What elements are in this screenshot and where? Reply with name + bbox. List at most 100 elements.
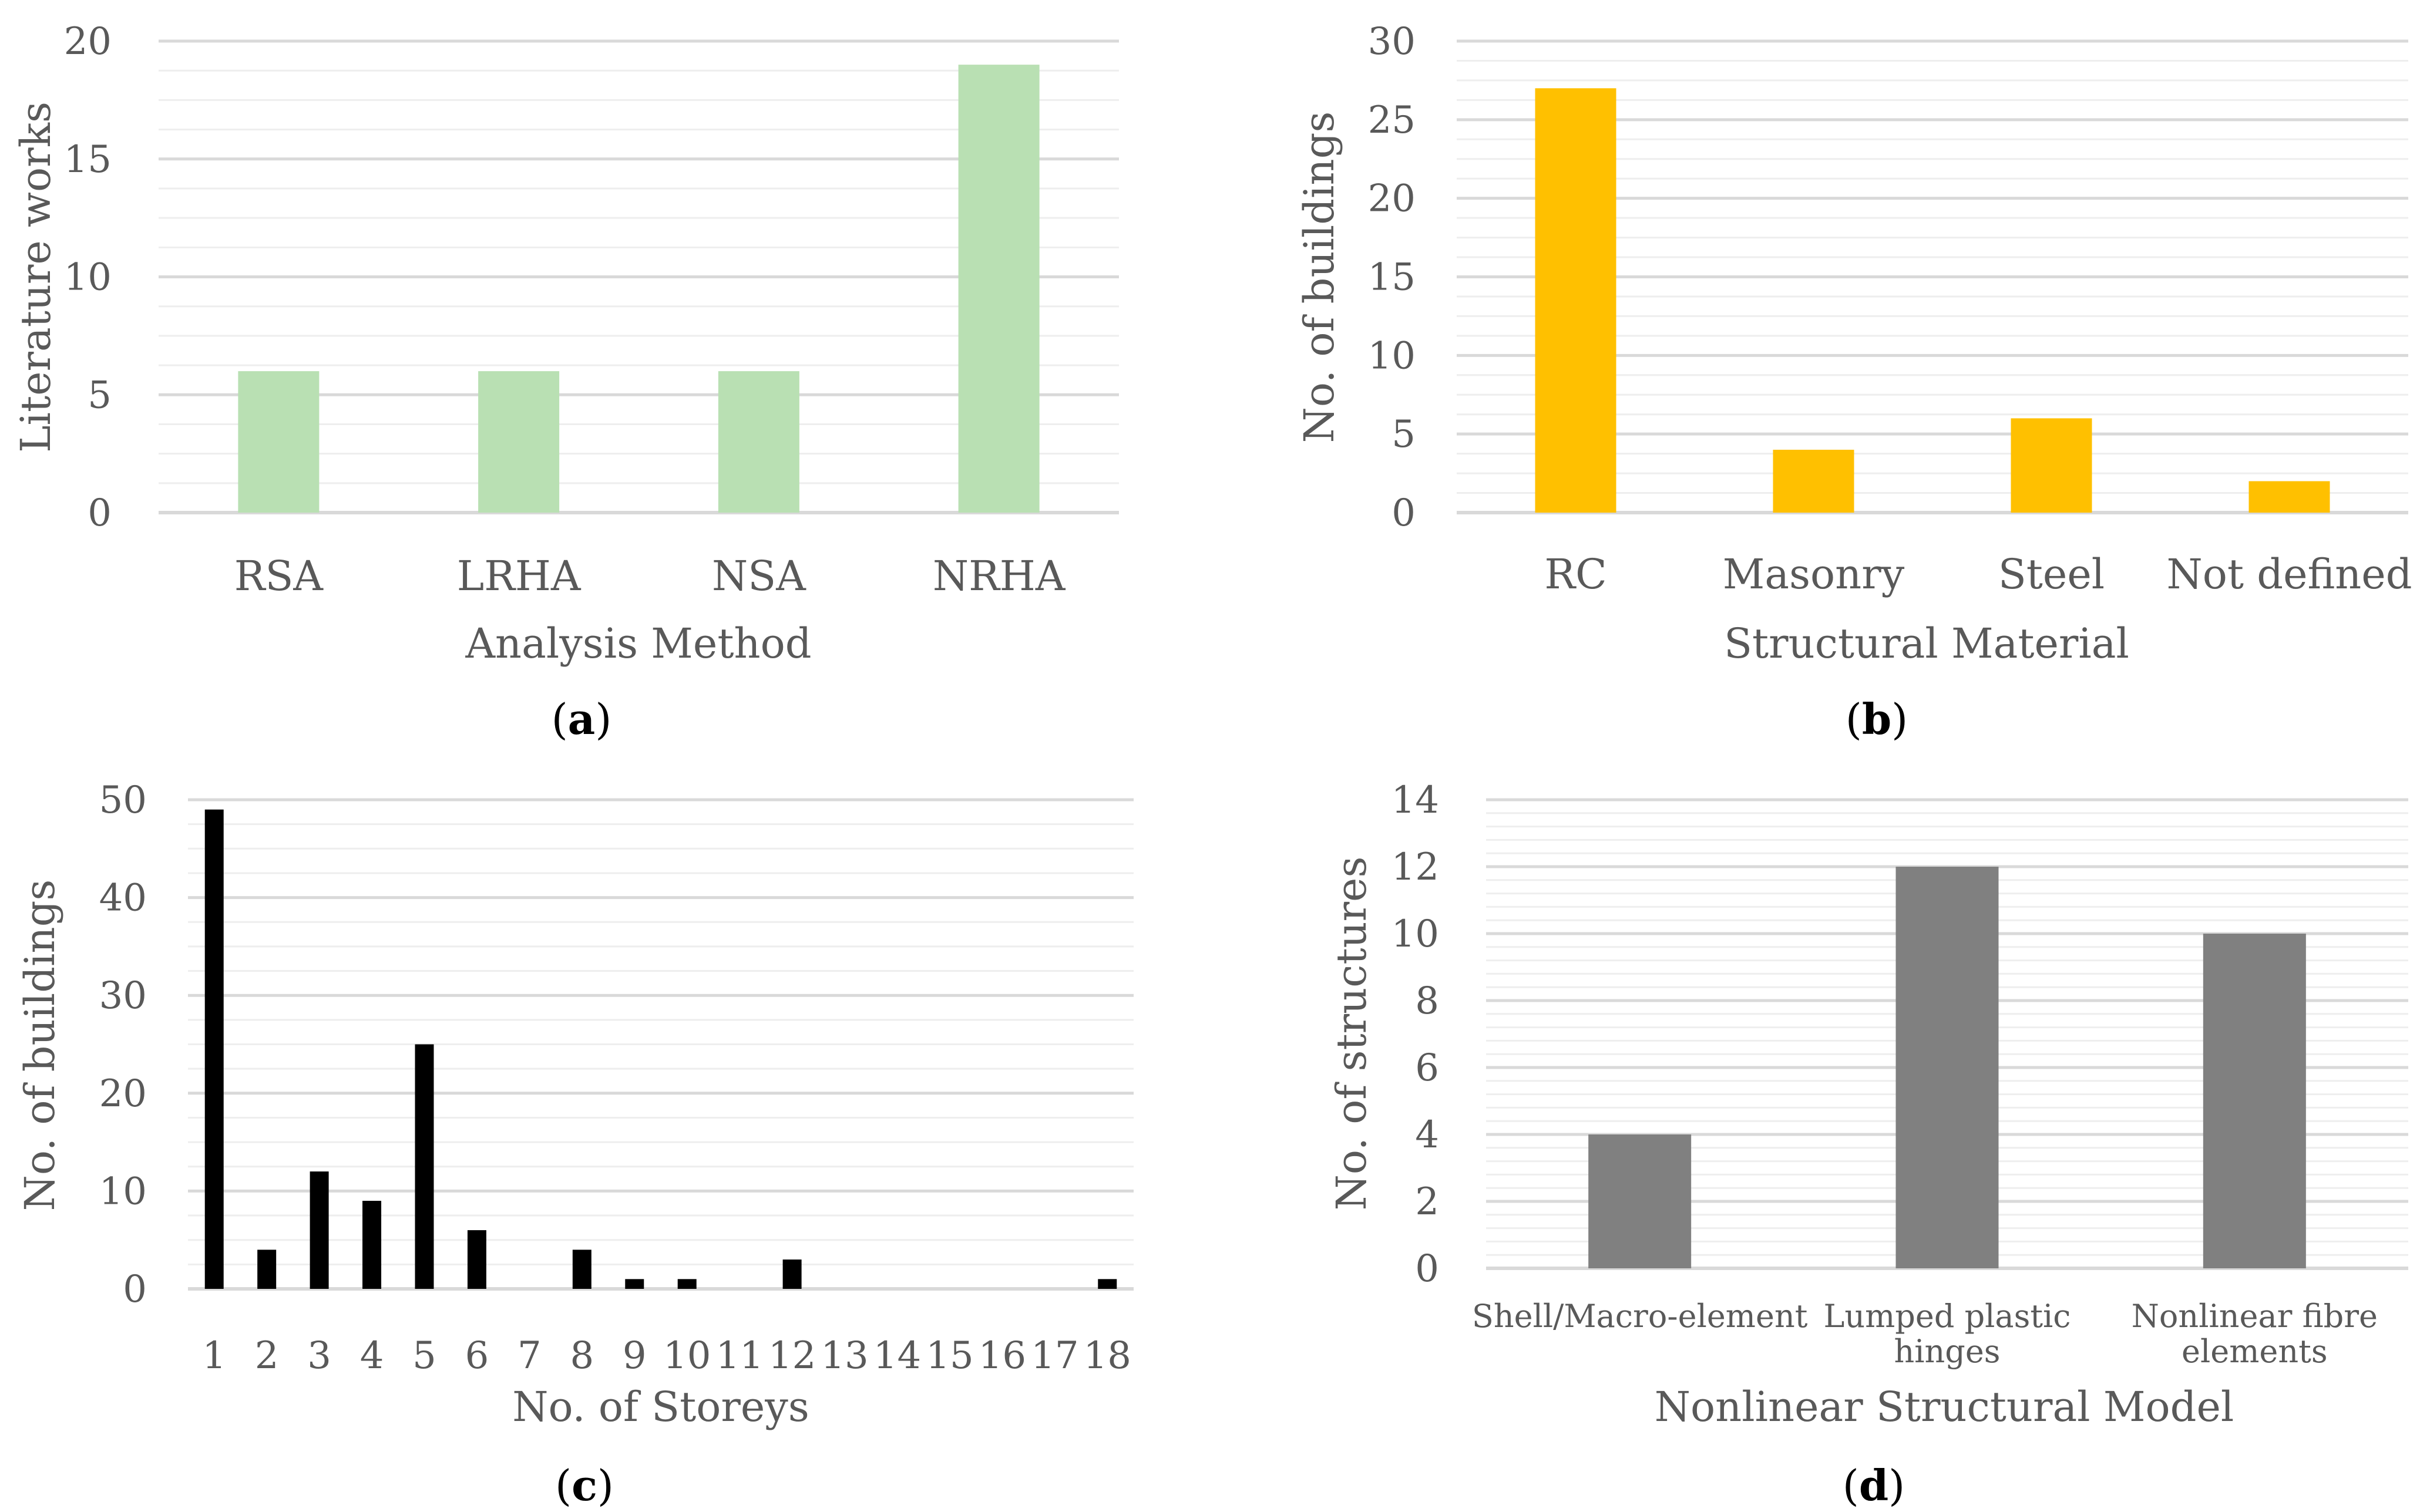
panel-label: (c): [555, 1460, 614, 1510]
y-axis-title: No. of structures: [1327, 857, 1376, 1211]
y-axis-title: No. of buildings: [16, 880, 64, 1211]
x-tick-label: Lumped plastic: [1823, 1298, 2071, 1335]
bar: [310, 1171, 329, 1289]
bar: [572, 1250, 591, 1289]
x-tick-label: RSA: [234, 552, 324, 600]
x-tick-label: 14: [873, 1334, 921, 1378]
y-axis-title: No. of buildings: [1295, 112, 1343, 443]
x-tick-label: Shell/Macro-element: [1472, 1298, 1808, 1335]
x-tick-label: RC: [1544, 550, 1606, 598]
y-tick-label: 4: [1415, 1113, 1439, 1157]
panel-label: (a): [552, 694, 612, 744]
bar: [2203, 934, 2306, 1268]
x-tick-label: 1: [202, 1334, 226, 1378]
x-tick-label: NRHA: [933, 552, 1066, 600]
y-tick-label: 10: [64, 256, 112, 299]
y-tick-label: 10: [99, 1170, 147, 1213]
y-tick-label: 25: [1368, 99, 1416, 142]
x-tick-label: 4: [360, 1334, 384, 1378]
y-tick-label: 10: [1368, 334, 1416, 378]
panel-label: (d): [1843, 1460, 1905, 1510]
bar: [1535, 88, 1616, 513]
y-tick-label: 0: [1415, 1247, 1439, 1291]
y-tick-label: 15: [1368, 256, 1416, 299]
y-tick-label: 8: [1415, 979, 1439, 1023]
x-tick-label: 9: [623, 1334, 647, 1378]
bar: [1773, 449, 1854, 513]
y-axis-title: Literature works: [12, 102, 60, 453]
panel-label: (b): [1846, 694, 1908, 744]
bar: [467, 1230, 486, 1289]
bar: [677, 1279, 697, 1289]
bar: [2248, 481, 2330, 513]
y-tick-label: 20: [1368, 177, 1416, 221]
x-tick-label: hinges: [1894, 1333, 2000, 1370]
y-tick-label: 20: [99, 1072, 147, 1116]
x-tick-label: 2: [255, 1334, 279, 1378]
y-tick-label: 15: [64, 138, 112, 181]
bar: [204, 809, 224, 1289]
x-tick-label: 18: [1084, 1334, 1131, 1378]
panel-d-chart: 0 2 4 6 8 10 12 14 Shell/Macro-element Lumped pla…: [1327, 779, 2408, 1510]
x-tick-label: 5: [412, 1334, 436, 1378]
panel-letter: d: [1859, 1460, 1888, 1510]
y-tick-label: 12: [1392, 846, 1439, 889]
x-tick-label: 15: [926, 1334, 973, 1378]
bar: [718, 371, 799, 513]
y-tick-label: 6: [1415, 1046, 1439, 1090]
panel-b-chart: 0 5 10 15 20 25 30 RC Masonry Steel Not defined Str…: [1295, 20, 2412, 744]
panel-letter: b: [1862, 694, 1891, 744]
y-tick-label: 0: [88, 491, 112, 535]
bar: [958, 65, 1040, 513]
x-tick-label: Nonlinear fibre: [2132, 1298, 2378, 1335]
bar: [257, 1250, 277, 1289]
y-tick-label: 30: [1368, 20, 1416, 63]
x-tick-label: Not defined: [2166, 550, 2412, 598]
bar: [1588, 1134, 1692, 1268]
bar: [625, 1279, 644, 1289]
x-tick-label: Steel: [1998, 550, 2105, 598]
panel-letter: a: [568, 694, 596, 744]
x-tick-label: 17: [1031, 1334, 1078, 1378]
x-tick-label: elements: [2182, 1333, 2328, 1370]
x-tick-label: 11: [715, 1334, 763, 1378]
x-tick-label: Masonry: [1723, 550, 1905, 598]
y-tick-label: 30: [99, 974, 147, 1018]
y-tick-label: 50: [99, 779, 147, 822]
bar: [1895, 867, 1999, 1268]
bar: [782, 1260, 802, 1289]
x-tick-label: 16: [979, 1334, 1026, 1378]
y-tick-label: 20: [64, 20, 112, 63]
x-axis-title: No. of Storeys: [512, 1383, 809, 1431]
y-tick-label: 14: [1392, 779, 1439, 822]
x-axis-title: Structural Material: [1724, 619, 2129, 668]
x-axis-title: Analysis Method: [465, 619, 811, 668]
y-tick-label: 5: [88, 373, 112, 417]
y-tick-label: 0: [123, 1268, 147, 1311]
bar: [478, 371, 560, 513]
x-tick-label: NSA: [712, 552, 806, 600]
y-tick-label: 2: [1415, 1180, 1439, 1224]
bar: [362, 1201, 382, 1289]
bar: [1098, 1279, 1117, 1289]
x-tick-label: 8: [570, 1334, 594, 1378]
panel-a-chart: 0 5 10 15 20 RSA LRHA NSA NRHA Analysis Method Lit…: [12, 20, 1119, 744]
y-tick-label: 40: [99, 877, 147, 920]
panel-letter: c: [572, 1460, 597, 1510]
x-tick-label: 10: [663, 1334, 711, 1378]
x-tick-label: LRHA: [457, 552, 582, 600]
x-tick-label: 3: [307, 1334, 331, 1378]
y-tick-label: 0: [1392, 491, 1416, 535]
bar: [415, 1044, 434, 1289]
x-axis-title: Nonlinear Structural Model: [1655, 1383, 2234, 1431]
x-tick-label: 12: [768, 1334, 816, 1378]
y-tick-label: 10: [1392, 912, 1439, 956]
bar: [2011, 418, 2092, 513]
x-tick-label: 13: [821, 1334, 868, 1378]
x-tick-label: 7: [517, 1334, 542, 1378]
bar: [238, 371, 320, 513]
x-tick-label: 6: [465, 1334, 489, 1378]
y-tick-label: 5: [1392, 413, 1416, 456]
